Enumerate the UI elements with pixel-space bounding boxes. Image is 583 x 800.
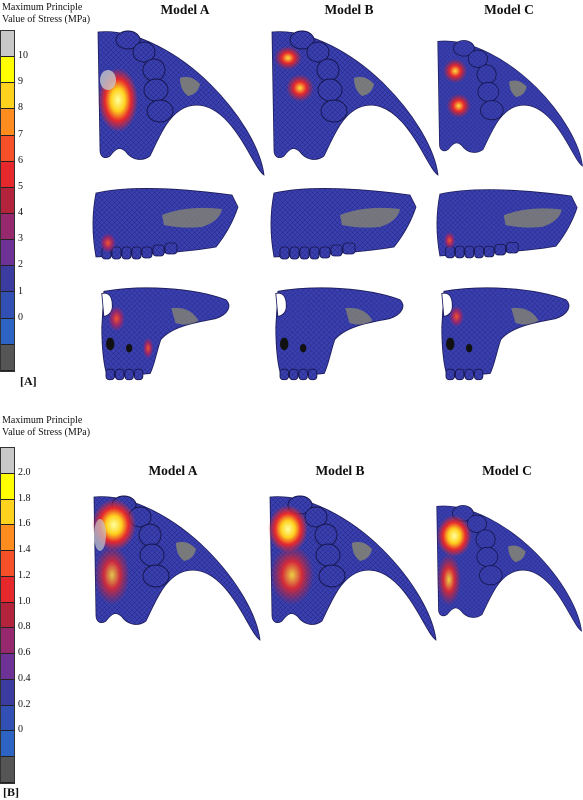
colorbar-tick-label: 1.6 [18,518,31,530]
colorbar-segment [1,344,14,371]
model-a-lateral-view [92,188,239,260]
colorbar-tick-label: 8 [18,102,23,114]
colorbar-segment [1,602,14,629]
colorbar-tick-label: 10 [18,50,28,62]
colorbar-tick-label: 0.6 [18,647,31,659]
colorbar-tick-label: 0 [18,311,23,323]
colorbar-segment [1,705,14,732]
model-b-occlusal-view [271,30,439,176]
colorbar-tick-label: 7 [18,128,23,140]
colorbar-segment [1,213,14,241]
colorbar-tick-label: 6 [18,154,23,166]
colorbar-segment [1,266,14,293]
model-c-title-b: Model C [482,463,532,478]
colorbar-a [0,30,15,372]
colorbar-segment [1,187,14,214]
legend-a-title-line1: Maximum Principle [2,2,83,13]
colorbar-segment [1,551,14,577]
model-a-title-a: Model A [160,2,210,17]
colorbar-tick-label: 4 [18,207,23,219]
colorbar-segment [1,31,14,58]
model-b-title-b: Model B [315,463,365,478]
colorbar-b [0,447,15,784]
colorbar-tick-label: 5 [18,180,23,192]
model-b-occlusal-view-b [268,495,437,641]
colorbar-segment [1,757,14,783]
colorbar-tick-label: 0.4 [18,672,31,684]
colorbar-segment [1,576,14,603]
colorbar-segment [1,318,14,345]
colorbar-segment [1,654,14,680]
model-b-frontal-view [275,287,404,381]
model-a-title-b: Model A [148,463,198,478]
model-b-lateral-view [270,188,417,260]
colorbar-tick-label: 2 [18,259,23,271]
model-a-occlusal-view [97,30,265,176]
panel-label-a: [A] [20,374,37,388]
model-c-frontal-view [441,287,570,381]
colorbar-tick-label: 1.8 [18,492,31,504]
colorbar-segment [1,731,14,758]
legend-b-title-line2: Value of Stress (MPa) [2,427,91,438]
colorbar-segment [1,161,14,188]
colorbar-tick-label: 1.0 [18,595,31,607]
model-c-occlusal-view-b [436,505,582,632]
model-a-occlusal-view-b [92,495,261,641]
colorbar-segment [1,628,14,655]
model-c-lateral-view [436,189,578,259]
colorbar-segment [1,135,14,162]
panel-label-b: [B] [3,785,19,799]
colorbar-segment [1,525,14,552]
colorbar-segment [1,240,14,267]
colorbar-tick-label: 0 [18,724,23,736]
legend-a-title-line2: Value of Stress (MPa) [2,14,91,25]
colorbar-segment [1,499,14,526]
colorbar-segment [1,109,14,136]
legend-a-title: Maximum Principle Value of Stress (MPa) [2,2,90,26]
colorbar-segment [1,83,14,110]
model-b-title-a: Model B [324,2,374,17]
colorbar-segment [1,448,14,474]
colorbar-tick-label: 3 [18,233,23,245]
colorbar-tick-label: 1 [18,285,23,297]
colorbar-segment [1,473,14,500]
colorbar-segment [1,57,14,84]
colorbar-tick-label: 0.8 [18,621,31,633]
colorbar-tick-label: 1.4 [18,544,31,556]
legend-b-title: Maximum Principle Value of Stress (MPa) [2,415,90,439]
colorbar-tick-label: 1.2 [18,569,31,581]
model-c-title-a: Model C [484,2,534,17]
legend-b-title-line1: Maximum Principle [2,415,83,426]
colorbar-tick-label: 9 [18,76,23,88]
colorbar-segment [1,679,14,706]
model-c-occlusal-view [437,40,583,167]
colorbar-segment [1,292,14,319]
colorbar-tick-label: 2.0 [18,466,31,478]
colorbar-tick-label: 0.2 [18,698,31,710]
model-a-frontal-view [101,287,230,381]
